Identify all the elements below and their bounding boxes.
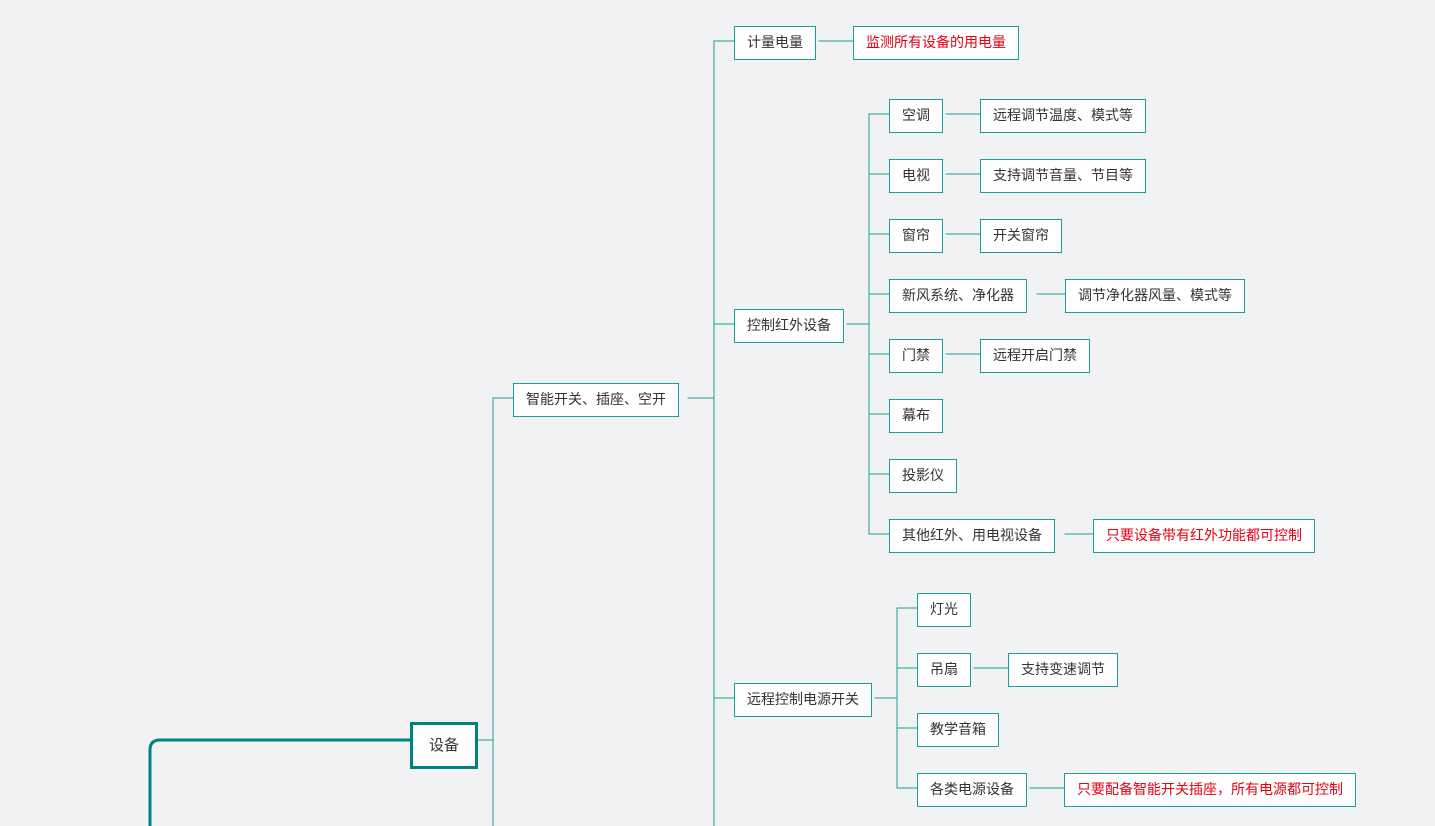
node-ir-tv[interactable]: 电视 [889, 159, 943, 193]
node-meter-desc[interactable]: 监测所有设备的用电量 [853, 26, 1019, 60]
node-ir-projector[interactable]: 投影仪 [889, 459, 957, 493]
node-power[interactable]: 远程控制电源开关 [734, 683, 872, 717]
node-meter[interactable]: 计量电量 [734, 26, 816, 60]
node-ir-curtain[interactable]: 窗帘 [889, 219, 943, 253]
node-power-all[interactable]: 各类电源设备 [917, 773, 1027, 807]
node-power-fan[interactable]: 吊扇 [917, 653, 971, 687]
node-power-all-desc[interactable]: 只要配备智能开关插座，所有电源都可控制 [1064, 773, 1356, 807]
node-ir-air-desc[interactable]: 调节净化器风量、模式等 [1065, 279, 1245, 313]
node-ir-door-desc[interactable]: 远程开启门禁 [980, 339, 1090, 373]
node-ir-ac[interactable]: 空调 [889, 99, 943, 133]
node-ir-air[interactable]: 新风系统、净化器 [889, 279, 1027, 313]
node-power-fan-desc[interactable]: 支持变速调节 [1008, 653, 1118, 687]
node-ir[interactable]: 控制红外设备 [734, 309, 844, 343]
connector-layer [0, 0, 1435, 826]
node-ir-other-desc[interactable]: 只要设备带有红外功能都可控制 [1093, 519, 1315, 553]
node-smart-switch[interactable]: 智能开关、插座、空开 [513, 383, 679, 417]
node-ir-tv-desc[interactable]: 支持调节音量、节目等 [980, 159, 1146, 193]
node-ir-door[interactable]: 门禁 [889, 339, 943, 373]
node-power-light[interactable]: 灯光 [917, 593, 971, 627]
node-ir-screen[interactable]: 幕布 [889, 399, 943, 433]
node-ir-other[interactable]: 其他红外、用电视设备 [889, 519, 1055, 553]
node-ir-ac-desc[interactable]: 远程调节温度、模式等 [980, 99, 1146, 133]
node-ir-curtain-desc[interactable]: 开关窗帘 [980, 219, 1062, 253]
node-root[interactable]: 设备 [410, 722, 478, 769]
node-power-speaker[interactable]: 教学音箱 [917, 713, 999, 747]
